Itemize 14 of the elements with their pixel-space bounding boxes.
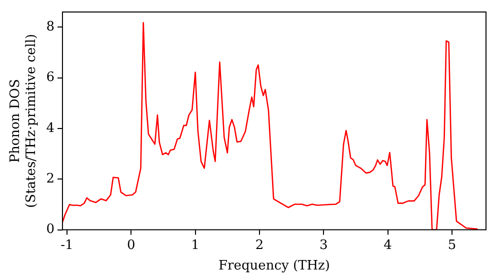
x-tick-label: 1: [191, 238, 200, 253]
x-tick-label: 5: [448, 238, 456, 253]
x-axis-title: Frequency (THz): [218, 258, 330, 274]
y-tick-label: 2: [46, 172, 54, 187]
x-tick-label: 2: [255, 238, 264, 253]
y-tick-label: 0: [46, 222, 54, 238]
x-tick-label: 3: [320, 238, 328, 253]
x-tick-label: -1: [60, 238, 74, 253]
y-tick-label: 8: [46, 20, 54, 35]
y-tick-label: 6: [46, 70, 54, 86]
y-axis-title: Phonon DOS (States/THz·primitive cell): [8, 34, 39, 208]
x-tick-label: 0: [126, 238, 136, 253]
y-tick-label: 4: [46, 120, 54, 136]
x-tick-label: 4: [384, 238, 392, 253]
